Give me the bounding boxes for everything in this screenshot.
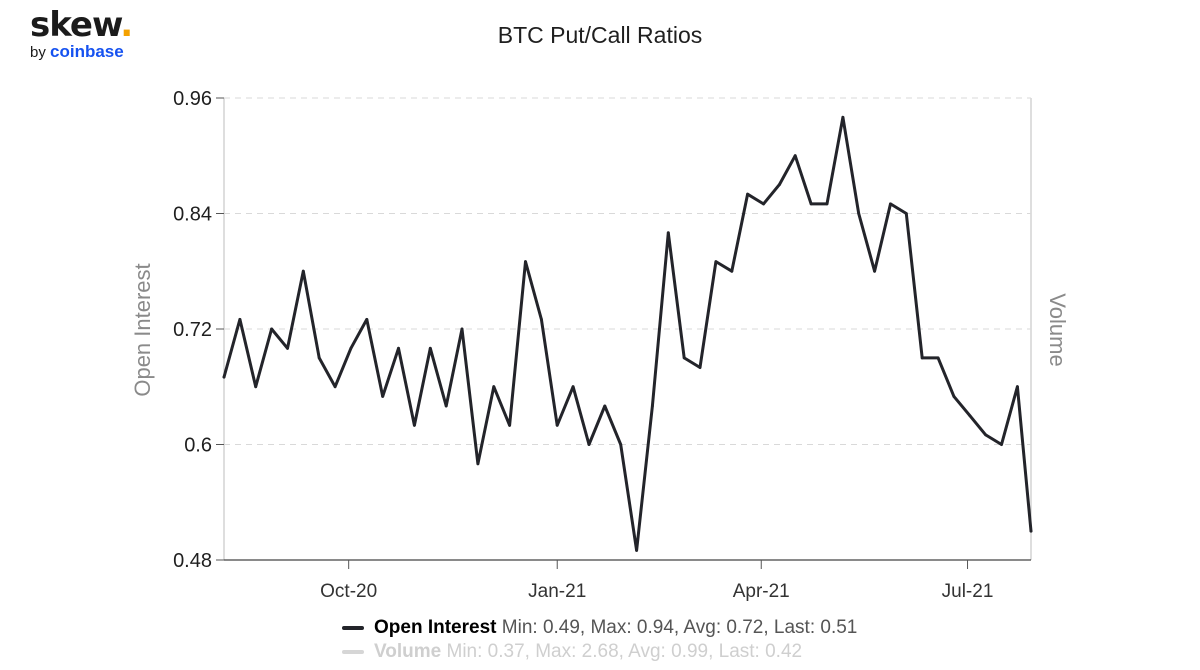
legend-stats: Min: 0.37, Max: 2.68, Avg: 0.99, Last: 0… xyxy=(446,641,803,662)
data-point xyxy=(476,462,480,466)
data-point xyxy=(730,269,734,273)
data-point xyxy=(492,385,496,389)
data-point xyxy=(333,385,337,389)
data-point xyxy=(365,318,369,321)
data-point xyxy=(413,423,416,427)
data-point xyxy=(762,202,765,206)
legend-label: Volume xyxy=(374,641,442,662)
logo-by: by xyxy=(30,44,46,61)
data-point xyxy=(682,356,686,360)
legend-swatch xyxy=(342,625,364,630)
legend-label: Open Interest xyxy=(374,617,497,638)
y-tick-label: 0.84 xyxy=(173,204,212,226)
data-point xyxy=(873,269,876,273)
y-tick-label: 0.96 xyxy=(173,88,212,110)
data-point xyxy=(778,183,781,187)
data-point xyxy=(238,318,242,321)
data-point xyxy=(746,192,749,196)
data-point xyxy=(857,212,861,215)
data-point xyxy=(651,404,654,408)
x-tick-label: Jul-21 xyxy=(942,581,994,602)
data-point xyxy=(508,423,511,427)
data-point xyxy=(841,115,845,119)
logo-dot: . xyxy=(120,5,133,45)
data-point xyxy=(397,346,400,350)
data-point xyxy=(381,395,385,398)
data-point xyxy=(904,212,908,215)
data-point xyxy=(635,549,638,552)
data-point xyxy=(270,327,273,331)
data-point xyxy=(1016,385,1019,389)
data-point xyxy=(825,202,829,206)
data-point xyxy=(540,318,543,321)
data-point xyxy=(524,260,527,263)
y-axis-label: Open Interest xyxy=(130,263,155,396)
data-point xyxy=(1000,443,1003,446)
data-point xyxy=(428,346,432,350)
legend-item-open-interest[interactable]: Open Interest Min: 0.49, Max: 0.94, Avg:… xyxy=(342,616,857,640)
data-point xyxy=(286,346,289,350)
x-tick-label: Oct-20 xyxy=(320,581,377,602)
data-point xyxy=(317,356,321,360)
legend: Open Interest Min: 0.49, Max: 0.94, Avg:… xyxy=(342,616,857,664)
legend-swatch xyxy=(342,649,364,654)
data-point xyxy=(1029,529,1033,533)
data-point xyxy=(301,269,305,273)
x-tick-label: Jan-21 xyxy=(528,581,586,602)
data-point xyxy=(698,366,702,369)
logo-word: skew xyxy=(30,5,121,45)
y-tick-label: 0.72 xyxy=(173,319,212,341)
data-point xyxy=(666,231,670,235)
skew-logo: skew. by coinbase xyxy=(30,5,133,61)
data-point xyxy=(349,346,353,350)
data-point xyxy=(603,404,607,408)
data-point xyxy=(444,404,448,408)
y-tick-label: 0.6 xyxy=(184,435,212,457)
y2-axis-label: Volume xyxy=(1045,293,1070,366)
data-point xyxy=(920,356,924,360)
data-point xyxy=(460,327,464,331)
data-point xyxy=(809,202,813,206)
data-point xyxy=(889,202,892,206)
data-point xyxy=(254,385,258,389)
data-point xyxy=(571,385,575,389)
series-line-open-interest xyxy=(222,115,1033,552)
legend-item-volume[interactable]: Volume Min: 0.37, Max: 2.68, Avg: 0.99, … xyxy=(342,640,857,664)
data-point xyxy=(587,443,591,446)
data-point xyxy=(936,356,940,360)
y-tick-label: 0.48 xyxy=(173,550,212,572)
chart-title: BTC Put/Call Ratios xyxy=(497,22,703,48)
data-point xyxy=(793,154,797,158)
data-point xyxy=(555,423,559,427)
data-point xyxy=(222,375,226,379)
data-point xyxy=(952,395,956,398)
data-point xyxy=(984,433,988,437)
x-tick-label: Apr-21 xyxy=(733,581,790,602)
data-point xyxy=(714,260,718,263)
legend-stats: Min: 0.49, Max: 0.94, Avg: 0.72, Last: 0… xyxy=(501,617,858,638)
data-point xyxy=(968,414,972,417)
logo-brand: coinbase xyxy=(50,42,124,61)
data-point xyxy=(619,443,623,446)
